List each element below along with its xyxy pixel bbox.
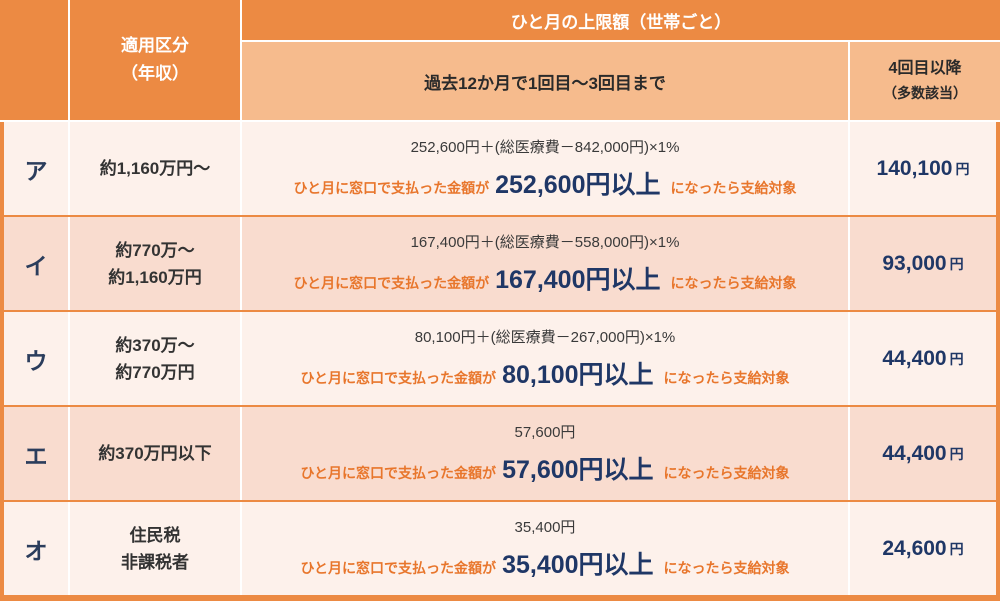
header-category-sub: （年収）: [121, 64, 189, 83]
income-range: 約370万～ 約770万円: [70, 312, 240, 405]
income-range: 住民税 非課税者: [70, 502, 240, 595]
condition-prefix: ひと月に窓口で支払った金額が: [300, 465, 497, 481]
multiple-limit-cell: 140,100 円: [850, 122, 996, 215]
limit-formula-cell: 57,600円 ひと月に窓口で支払った金額が 57,600円以上 になったら支給…: [242, 407, 848, 500]
income-line: 約770万円: [115, 362, 195, 382]
limit-formula-cell: 167,400円＋(総医療費－558,000円)×1% ひと月に窓口で支払った金…: [242, 217, 848, 310]
payment-condition: ひと月に窓口で支払った金額が 80,100円以上 になったら支給対象: [300, 355, 789, 391]
limit-formula: 252,600円＋(総医療費－842,000円)×1%: [410, 139, 680, 156]
payment-condition: ひと月に窓口で支払った金額が 57,600円以上 になったら支給対象: [300, 450, 789, 486]
table-row: イ 約770万～ 約1,160万円 167,400円＋(総医療費－558,000…: [4, 217, 996, 310]
table-row: エ 約370万円以下 57,600円 ひと月に窓口で支払った金額が 57,600…: [4, 407, 996, 500]
threshold-amount: 252,600円以上: [495, 171, 661, 199]
limit-amount: 140,100: [876, 156, 953, 180]
limit-unit: 円: [949, 445, 964, 462]
payment-condition: ひと月に窓口で支払った金額が 35,400円以上 になったら支給対象: [300, 545, 789, 581]
category-letter: ア: [4, 122, 68, 215]
condition-suffix: になったら支給対象: [663, 560, 790, 576]
header-fourth-onward: 4回目以降 （多数該当）: [850, 42, 1000, 120]
income-range: 約370万円以下: [70, 407, 240, 500]
header-limit-title: ひと月の上限額（世帯ごと）: [242, 0, 1000, 40]
condition-suffix: になったら支給対象: [670, 275, 797, 291]
header-fourth-label: 4回目以降: [888, 60, 962, 77]
income-line: 約370万円以下: [98, 444, 212, 463]
condition-prefix: ひと月に窓口で支払った金額が: [293, 180, 490, 196]
income-line: 住民税: [129, 525, 181, 545]
category-letter: イ: [4, 217, 68, 310]
threshold-amount: 35,400円以上: [502, 551, 654, 579]
condition-prefix: ひと月に窓口で支払った金額が: [300, 370, 497, 386]
income-range: 約1,160万円～: [70, 122, 240, 215]
limit-unit: 円: [949, 255, 964, 272]
condition-suffix: になったら支給対象: [663, 370, 790, 386]
limit-amount-group: 24,600 円: [882, 502, 963, 595]
limit-unit: 円: [955, 160, 970, 177]
header-first-three: 過去12か月で1回目～3回目まで: [242, 42, 848, 120]
header-corner-cell: [0, 0, 68, 120]
income-line: 約770万～: [115, 240, 195, 260]
limit-formula-cell: 80,100円＋(総医療費－267,000円)×1% ひと月に窓口で支払った金額…: [242, 312, 848, 405]
limit-amount-group: 93,000 円: [882, 217, 963, 310]
threshold-amount: 167,400円以上: [495, 266, 661, 294]
limit-unit: 円: [949, 350, 964, 367]
multiple-limit-cell: 24,600 円: [850, 502, 996, 595]
limit-formula: 80,100円＋(総医療費－267,000円)×1%: [414, 329, 676, 346]
header-fourth-sub: （多数該当）: [883, 85, 967, 101]
table-row: ウ 約370万～ 約770万円 80,100円＋(総医療費－267,000円)×…: [4, 312, 996, 405]
table-row: オ 住民税 非課税者 35,400円 ひと月に窓口で支払った金額が 35,400…: [4, 502, 996, 595]
income-line: 約1,160万円: [108, 267, 202, 287]
threshold-amount: 57,600円以上: [502, 456, 654, 484]
condition-suffix: になったら支給対象: [663, 465, 790, 481]
limit-amount-group: 44,400 円: [882, 312, 963, 405]
income-line: 約370万～: [115, 335, 195, 355]
condition-prefix: ひと月に窓口で支払った金額が: [293, 275, 490, 291]
limit-amount: 44,400: [882, 346, 947, 370]
condition-prefix: ひと月に窓口で支払った金額が: [300, 560, 497, 576]
header-category-label: 適用区分: [121, 36, 189, 55]
limit-formula: 35,400円: [514, 519, 576, 536]
multiple-limit-cell: 44,400 円: [850, 312, 996, 405]
condition-suffix: になったら支給対象: [670, 180, 797, 196]
limit-formula: 57,600円: [514, 424, 576, 441]
threshold-amount: 80,100円以上: [502, 361, 654, 389]
income-line: 非課税者: [121, 552, 189, 572]
income-range: 約770万～ 約1,160万円: [70, 217, 240, 310]
income-line: 約1,160万円～: [99, 159, 211, 178]
multiple-limit-cell: 93,000 円: [850, 217, 996, 310]
payment-condition: ひと月に窓口で支払った金額が 167,400円以上 になったら支給対象: [294, 260, 797, 296]
category-letter: エ: [4, 407, 68, 500]
limit-amount-group: 140,100 円: [877, 122, 970, 215]
limit-amount: 44,400: [882, 441, 947, 465]
multiple-limit-cell: 44,400 円: [850, 407, 996, 500]
limit-unit: 円: [949, 540, 964, 557]
limit-formula-cell: 252,600円＋(総医療費－842,000円)×1% ひと月に窓口で支払った金…: [242, 122, 848, 215]
limit-amount: 93,000: [882, 251, 947, 275]
category-letter: オ: [4, 502, 68, 595]
category-letter: ウ: [4, 312, 68, 405]
table-row: ア 約1,160万円～ 252,600円＋(総医療費－842,000円)×1% …: [4, 122, 996, 215]
limit-formula-cell: 35,400円 ひと月に窓口で支払った金額が 35,400円以上 になったら支給…: [242, 502, 848, 595]
limit-amount: 24,600: [882, 536, 947, 560]
payment-condition: ひと月に窓口で支払った金額が 252,600円以上 になったら支給対象: [294, 165, 797, 201]
header-category: 適用区分 （年収）: [70, 0, 240, 120]
limit-amount-group: 44,400 円: [882, 407, 963, 500]
limit-formula: 167,400円＋(総医療費－558,000円)×1%: [410, 234, 680, 251]
